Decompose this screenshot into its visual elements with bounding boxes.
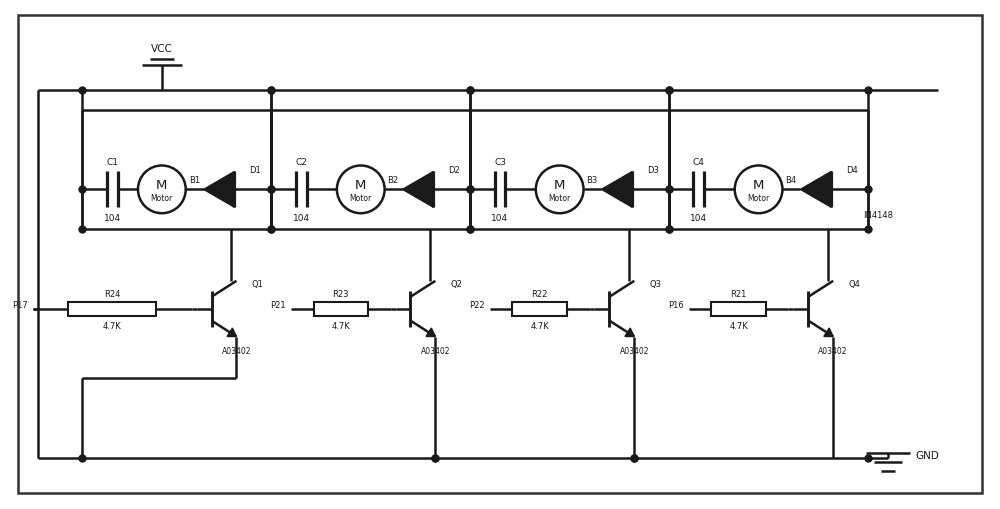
Polygon shape xyxy=(204,172,234,208)
Text: R21: R21 xyxy=(731,290,747,299)
Text: 4.7K: 4.7K xyxy=(729,322,748,330)
Polygon shape xyxy=(625,328,634,337)
Text: P22: P22 xyxy=(469,301,485,309)
Bar xyxy=(314,302,368,316)
Text: Motor: Motor xyxy=(151,193,173,203)
Text: 104: 104 xyxy=(690,213,707,222)
Text: B3: B3 xyxy=(587,176,598,185)
Text: M: M xyxy=(554,179,565,191)
Text: 4.7K: 4.7K xyxy=(331,322,350,330)
Text: A03402: A03402 xyxy=(818,346,848,355)
Text: D3: D3 xyxy=(647,165,659,175)
Polygon shape xyxy=(800,172,831,208)
Text: R24: R24 xyxy=(104,290,120,299)
Text: C3: C3 xyxy=(494,158,506,166)
Text: Q1: Q1 xyxy=(251,280,263,289)
Polygon shape xyxy=(601,172,632,208)
Text: GND: GND xyxy=(916,450,940,460)
Text: 104: 104 xyxy=(293,213,310,222)
Text: Motor: Motor xyxy=(350,193,372,203)
Text: B2: B2 xyxy=(388,176,399,185)
Text: M: M xyxy=(156,179,168,191)
Text: P16: P16 xyxy=(668,301,684,309)
Text: R23: R23 xyxy=(333,290,349,299)
Text: Q3: Q3 xyxy=(649,280,661,289)
Text: Q4: Q4 xyxy=(848,280,860,289)
Bar xyxy=(68,302,156,316)
Text: C4: C4 xyxy=(693,158,705,166)
Text: Motor: Motor xyxy=(747,193,770,203)
Text: C2: C2 xyxy=(295,158,307,166)
Text: VCC: VCC xyxy=(151,44,173,54)
Text: C1: C1 xyxy=(106,158,118,166)
Text: M: M xyxy=(753,179,764,191)
Text: D1: D1 xyxy=(249,165,261,175)
Text: Q2: Q2 xyxy=(450,280,462,289)
Polygon shape xyxy=(403,172,433,208)
Polygon shape xyxy=(426,328,435,337)
Text: 4.7K: 4.7K xyxy=(530,322,549,330)
Bar xyxy=(711,302,766,316)
Text: A03402: A03402 xyxy=(620,346,649,355)
Text: P17: P17 xyxy=(12,301,28,309)
FancyBboxPatch shape xyxy=(18,16,982,493)
Text: B4: B4 xyxy=(785,176,797,185)
Text: A03402: A03402 xyxy=(421,346,450,355)
Text: P21: P21 xyxy=(271,301,286,309)
Text: Motor: Motor xyxy=(549,193,571,203)
Text: A03402: A03402 xyxy=(222,346,251,355)
Text: 104: 104 xyxy=(104,213,121,222)
Text: D4: D4 xyxy=(846,165,858,175)
Text: IN4148: IN4148 xyxy=(863,210,893,219)
Text: 4.7K: 4.7K xyxy=(103,322,121,330)
Polygon shape xyxy=(227,328,236,337)
Text: D2: D2 xyxy=(448,165,460,175)
Text: M: M xyxy=(355,179,366,191)
Text: B1: B1 xyxy=(189,176,200,185)
Polygon shape xyxy=(824,328,833,337)
Text: R22: R22 xyxy=(532,290,548,299)
Text: 104: 104 xyxy=(491,213,509,222)
Bar xyxy=(512,302,567,316)
